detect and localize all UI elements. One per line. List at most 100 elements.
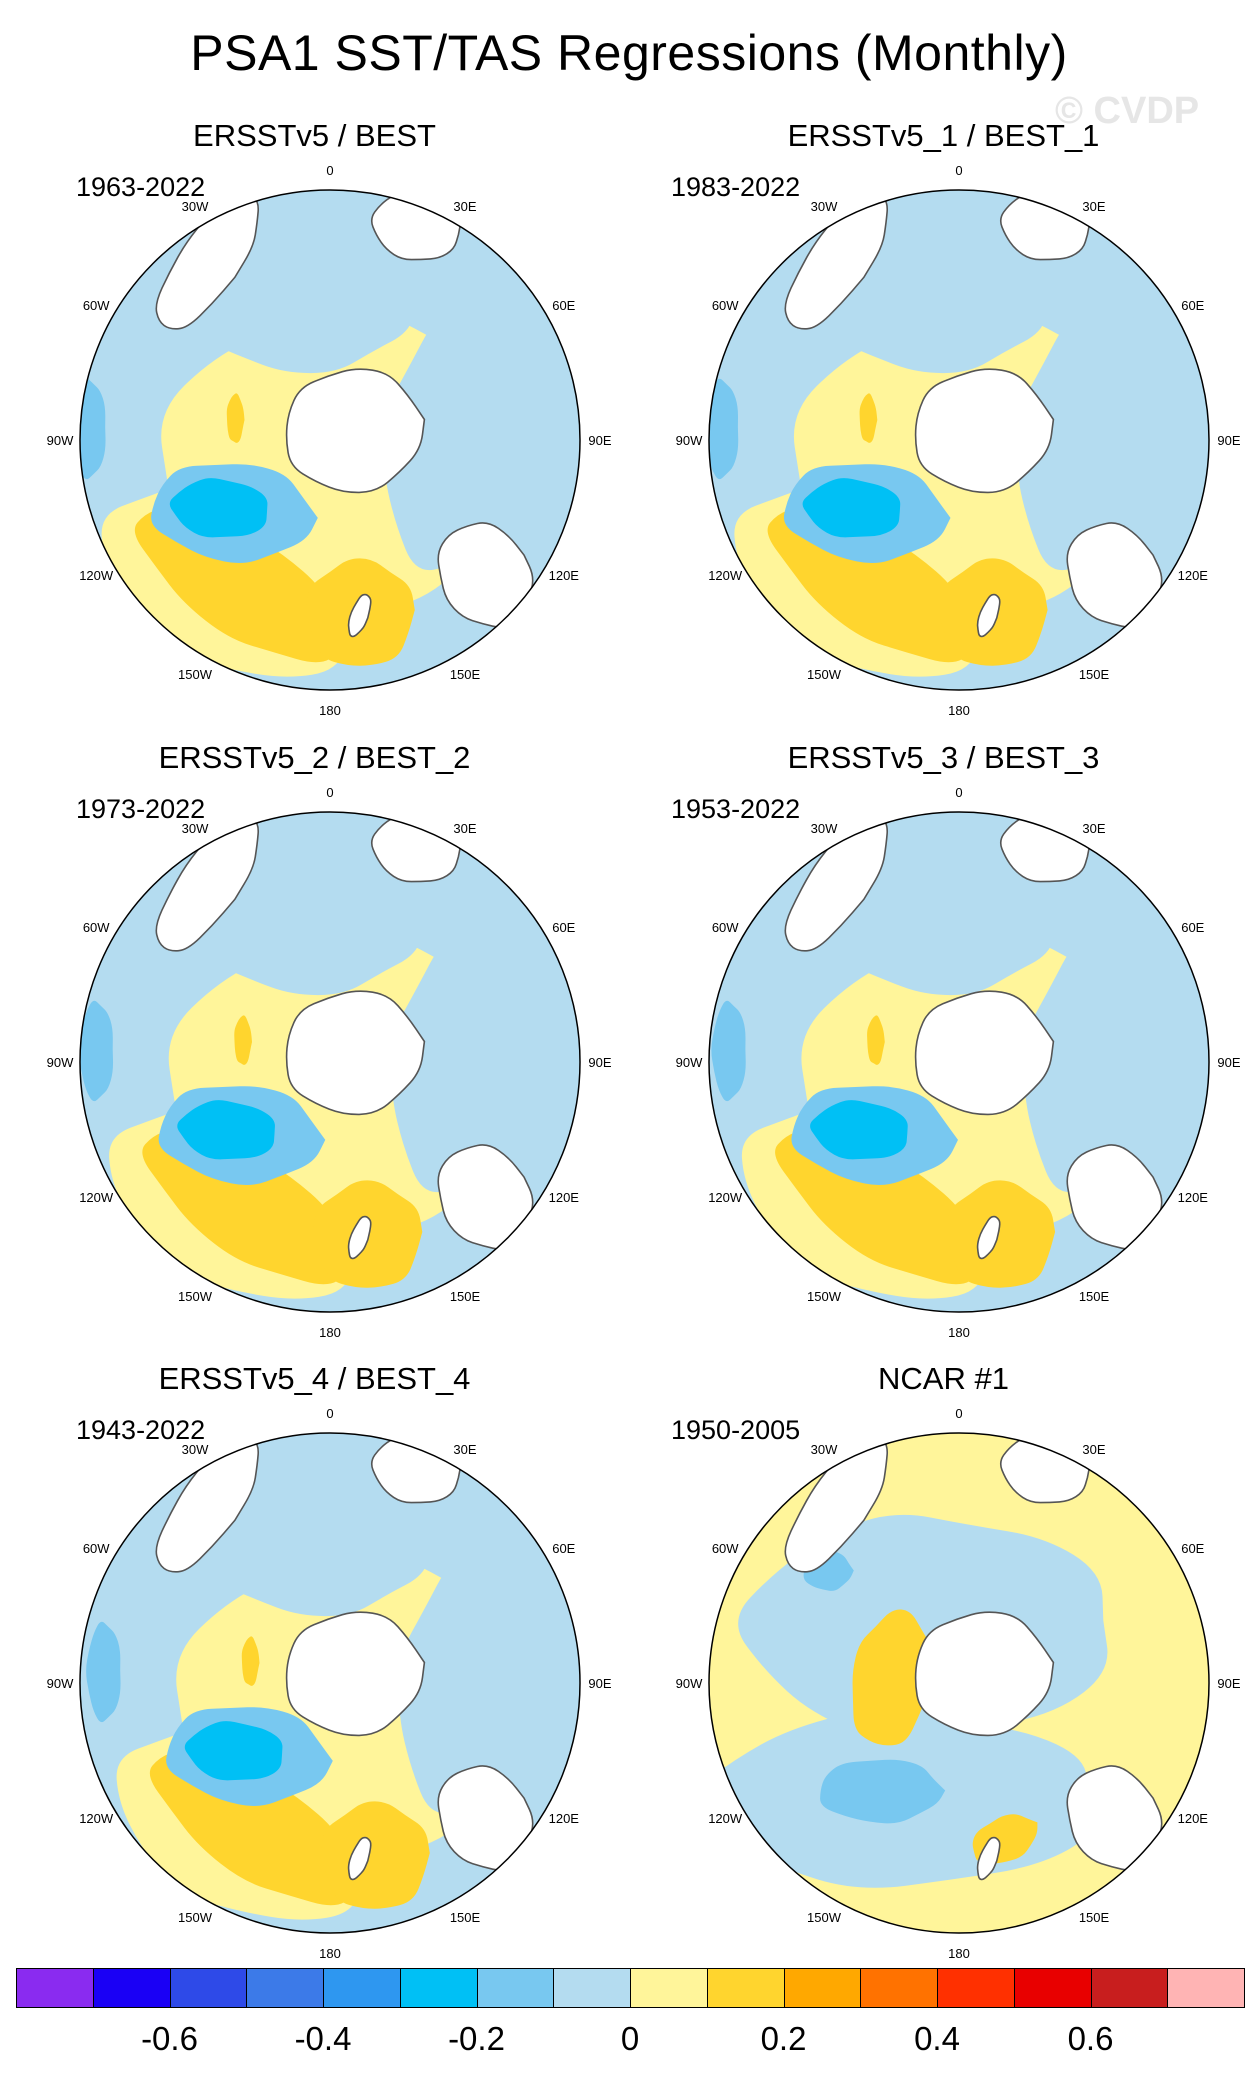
new-zealand-land <box>347 1836 372 1881</box>
longitude-label: 30E <box>1082 1442 1105 1457</box>
panel-years: 1950-2005 <box>671 1415 801 1445</box>
map-panel-2: ERSSTv5_1 / BEST_1 1983-2022 0 30E 60E 90E 120… <box>629 0 1258 718</box>
longitude-label: 30W <box>182 1442 209 1457</box>
longitude-label: 180 <box>948 703 970 718</box>
longitude-label: 30E <box>453 821 476 836</box>
blue-atlantic-region <box>833 858 1058 996</box>
longitude-label: 120W <box>708 1811 743 1826</box>
map-field <box>80 812 580 1312</box>
longitude-label: 90W <box>676 1676 703 1691</box>
longitude-label: 120E <box>549 1811 580 1826</box>
longitude-label: 120E <box>1178 1811 1209 1826</box>
warm-tasman-region <box>321 1801 430 1909</box>
colorbar-tick-label: -0.2 <box>448 2020 505 2057</box>
longitude-label: 30E <box>453 1442 476 1457</box>
longitude-label: 90W <box>47 1055 74 1070</box>
colorbar-box <box>246 1968 324 2008</box>
longitude-label: 150W <box>807 667 842 682</box>
warm-peninsula-spot <box>859 393 878 443</box>
panel-title: ERSSTv5 / BEST <box>193 118 436 153</box>
map-border <box>79 1432 581 1934</box>
colorbar-box <box>1167 1968 1245 2008</box>
longitude-label: 180 <box>319 703 341 718</box>
antarctica-land <box>285 368 426 494</box>
polar-map: 0 30E 60E 90E 120E 150E 180 150W 120W 90W 60W 30W <box>47 785 612 1340</box>
longitude-label: 120E <box>1178 1190 1209 1205</box>
colorbar-tick-label: 0.4 <box>914 2020 960 2057</box>
new-zealand-land <box>347 1215 372 1260</box>
longitude-label: 0 <box>326 1406 333 1421</box>
colorbar-box <box>1090 1968 1169 2008</box>
cold-core-region <box>177 1100 275 1160</box>
longitude-label: 150E <box>1079 1910 1110 1925</box>
colorbar-box <box>323 1968 401 2008</box>
longitude-label: 150E <box>450 667 481 682</box>
longitude-label: 90E <box>588 1676 611 1691</box>
colorbar-tick-label: 0 <box>620 2020 640 2057</box>
longitude-label: 30W <box>811 199 838 214</box>
map-panel-6: NCAR #1 1950-2005 0 30E 60E 90E 120E 150E 180 150… <box>629 1243 1258 1961</box>
colorbar-tick-label: 0.6 <box>1067 2020 1114 2057</box>
map-border <box>708 189 1210 691</box>
panel-title: NCAR #1 <box>878 1361 1009 1396</box>
map-border <box>708 811 1210 1313</box>
longitude-label: 60E <box>1181 920 1204 935</box>
map-panel-5: ERSSTv5_4 / BEST_4 1943-2022 0 30E 60E 90E 120… <box>0 1243 629 1961</box>
colorbar-box <box>937 1968 1015 2008</box>
antarctica-land <box>914 1611 1055 1737</box>
colorbar-box <box>169 1968 248 2008</box>
longitude-label: 60W <box>83 920 110 935</box>
longitude-label: 150W <box>807 1289 842 1304</box>
warm-peninsula-spot <box>241 1636 260 1686</box>
longitude-label: 120W <box>79 1190 114 1205</box>
longitude-label: 120W <box>79 1811 114 1826</box>
map-field <box>709 1433 1209 1933</box>
panel-title: ERSSTv5_4 / BEST_4 <box>158 1361 471 1396</box>
cvdp-watermark: © CVDP <box>1055 90 1200 132</box>
longitude-label: 60E <box>1181 298 1204 313</box>
cold-east-pacific-edge <box>709 378 739 480</box>
longitude-label: 120W <box>708 1190 743 1205</box>
longitude-label: 60W <box>712 298 739 313</box>
longitude-label: 90E <box>588 433 611 448</box>
longitude-label: 60W <box>83 298 110 313</box>
longitude-label: 60E <box>552 298 575 313</box>
colorbar <box>16 1968 1245 2010</box>
warm-peninsula-spot <box>234 1015 252 1065</box>
longitude-label: 0 <box>955 1406 962 1421</box>
warm-peninsula-spot <box>226 393 245 443</box>
longitude-label: 120E <box>549 1190 580 1205</box>
panel-years: 1943-2022 <box>76 1415 206 1445</box>
colorbar-tick-label: 0.2 <box>760 2020 807 2057</box>
polar-map: 0 30E 60E 90E 120E 150E 180 150W 120W 90W 60W 30W <box>47 1406 612 1961</box>
longitude-label: 90E <box>1217 1055 1240 1070</box>
antarctica-land <box>285 1611 426 1737</box>
new-zealand-land <box>976 1215 1001 1260</box>
longitude-label: 150W <box>178 1289 213 1304</box>
blue-indian-region <box>398 1544 551 1814</box>
longitude-label: 60E <box>552 1541 575 1556</box>
longitude-label: 30E <box>453 199 476 214</box>
cold-core-region <box>184 1721 283 1781</box>
new-zealand-land <box>976 593 1001 638</box>
longitude-label: 30E <box>1082 199 1105 214</box>
longitude-label: 150E <box>450 1289 481 1304</box>
longitude-label: 60W <box>712 1541 739 1556</box>
map-border <box>79 189 581 691</box>
map-border <box>79 811 581 1313</box>
south-america-land <box>784 195 889 330</box>
longitude-label: 0 <box>955 785 962 800</box>
warm-peninsula-spot <box>867 1015 885 1065</box>
longitude-label: 30W <box>182 199 209 214</box>
antarctica-land <box>285 990 426 1116</box>
colorbar-box <box>92 1968 171 2008</box>
polar-map: 0 30E 60E 90E 120E 150E 180 150W 120W 90W 60W 30W <box>47 163 612 718</box>
longitude-label: 30W <box>811 821 838 836</box>
cold-ross-region <box>820 1759 946 1824</box>
longitude-label: 30E <box>1082 821 1105 836</box>
panel-title: ERSSTv5_2 / BEST_2 <box>158 740 471 775</box>
longitude-label: 150E <box>1079 667 1110 682</box>
longitude-label: 90E <box>588 1055 611 1070</box>
map-field <box>80 1433 580 1933</box>
polar-map: 0 30E 60E 90E 120E 150E 180 150W 120W 90W 60W 30W <box>676 785 1241 1340</box>
